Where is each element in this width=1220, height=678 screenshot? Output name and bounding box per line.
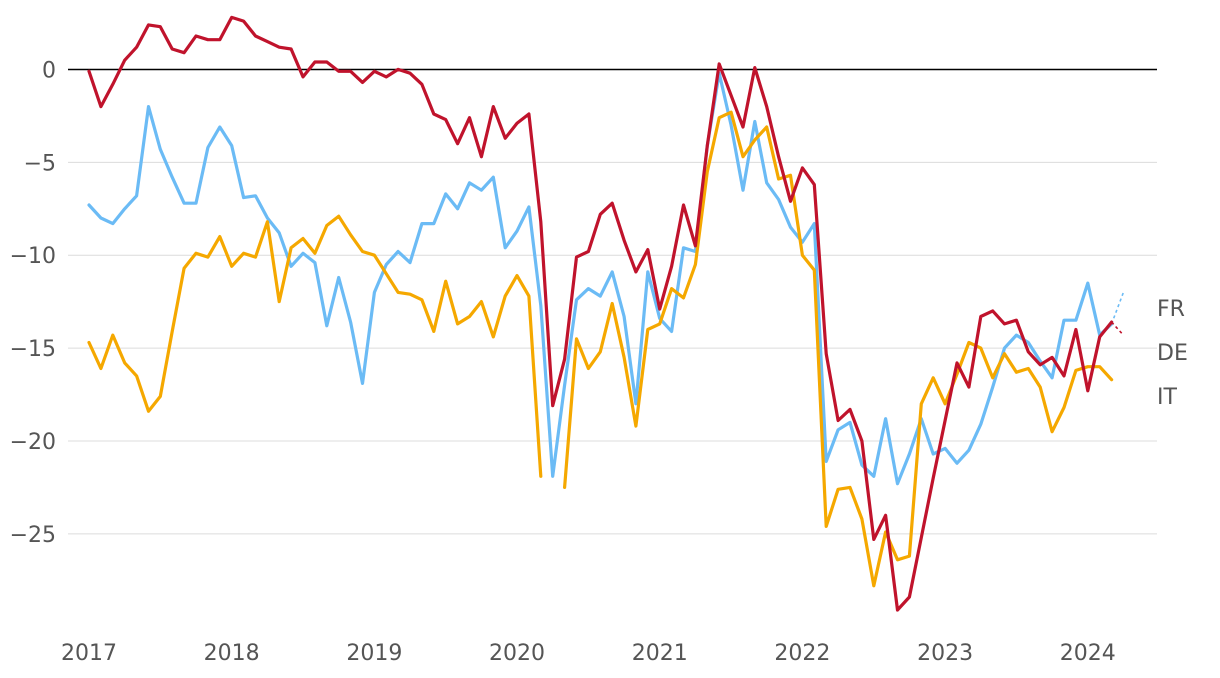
series-label-it: IT	[1157, 385, 1177, 410]
series-end-labels: FR DE IT	[1157, 297, 1188, 410]
series-line-fr	[87, 71, 1114, 486]
series-line-de	[87, 15, 1114, 612]
y-axis-tick-labels: 0 −5 −10 −15 −20 −25	[10, 58, 56, 547]
y-tick-label: −10	[10, 244, 56, 269]
x-tick-label: 2017	[61, 641, 117, 666]
x-tick-label: 2019	[346, 641, 402, 666]
x-tick-label: 2020	[489, 641, 545, 666]
x-tick-label: 2021	[632, 641, 688, 666]
x-tick-label: 2018	[204, 641, 260, 666]
series-lines	[87, 15, 1125, 612]
x-axis-tick-labels: 2017 2018 2019 2020 2021 2022 2023 2024	[61, 641, 1116, 666]
series-label-de: DE	[1157, 341, 1188, 366]
y-tick-label: 0	[42, 58, 56, 83]
x-tick-label: 2023	[917, 641, 973, 666]
x-tick-label: 2022	[774, 641, 830, 666]
y-tick-label: −15	[10, 337, 56, 362]
series-projection-fr	[1110, 292, 1125, 325]
series-line-it	[87, 110, 1114, 588]
series-projection-de	[1111, 321, 1124, 336]
y-tick-label: −25	[10, 523, 56, 548]
grid-lines	[68, 68, 1157, 535]
series-label-fr: FR	[1157, 297, 1185, 322]
x-tick-label: 2024	[1060, 641, 1116, 666]
y-tick-label: −5	[24, 151, 56, 176]
y-tick-label: −20	[10, 430, 56, 455]
